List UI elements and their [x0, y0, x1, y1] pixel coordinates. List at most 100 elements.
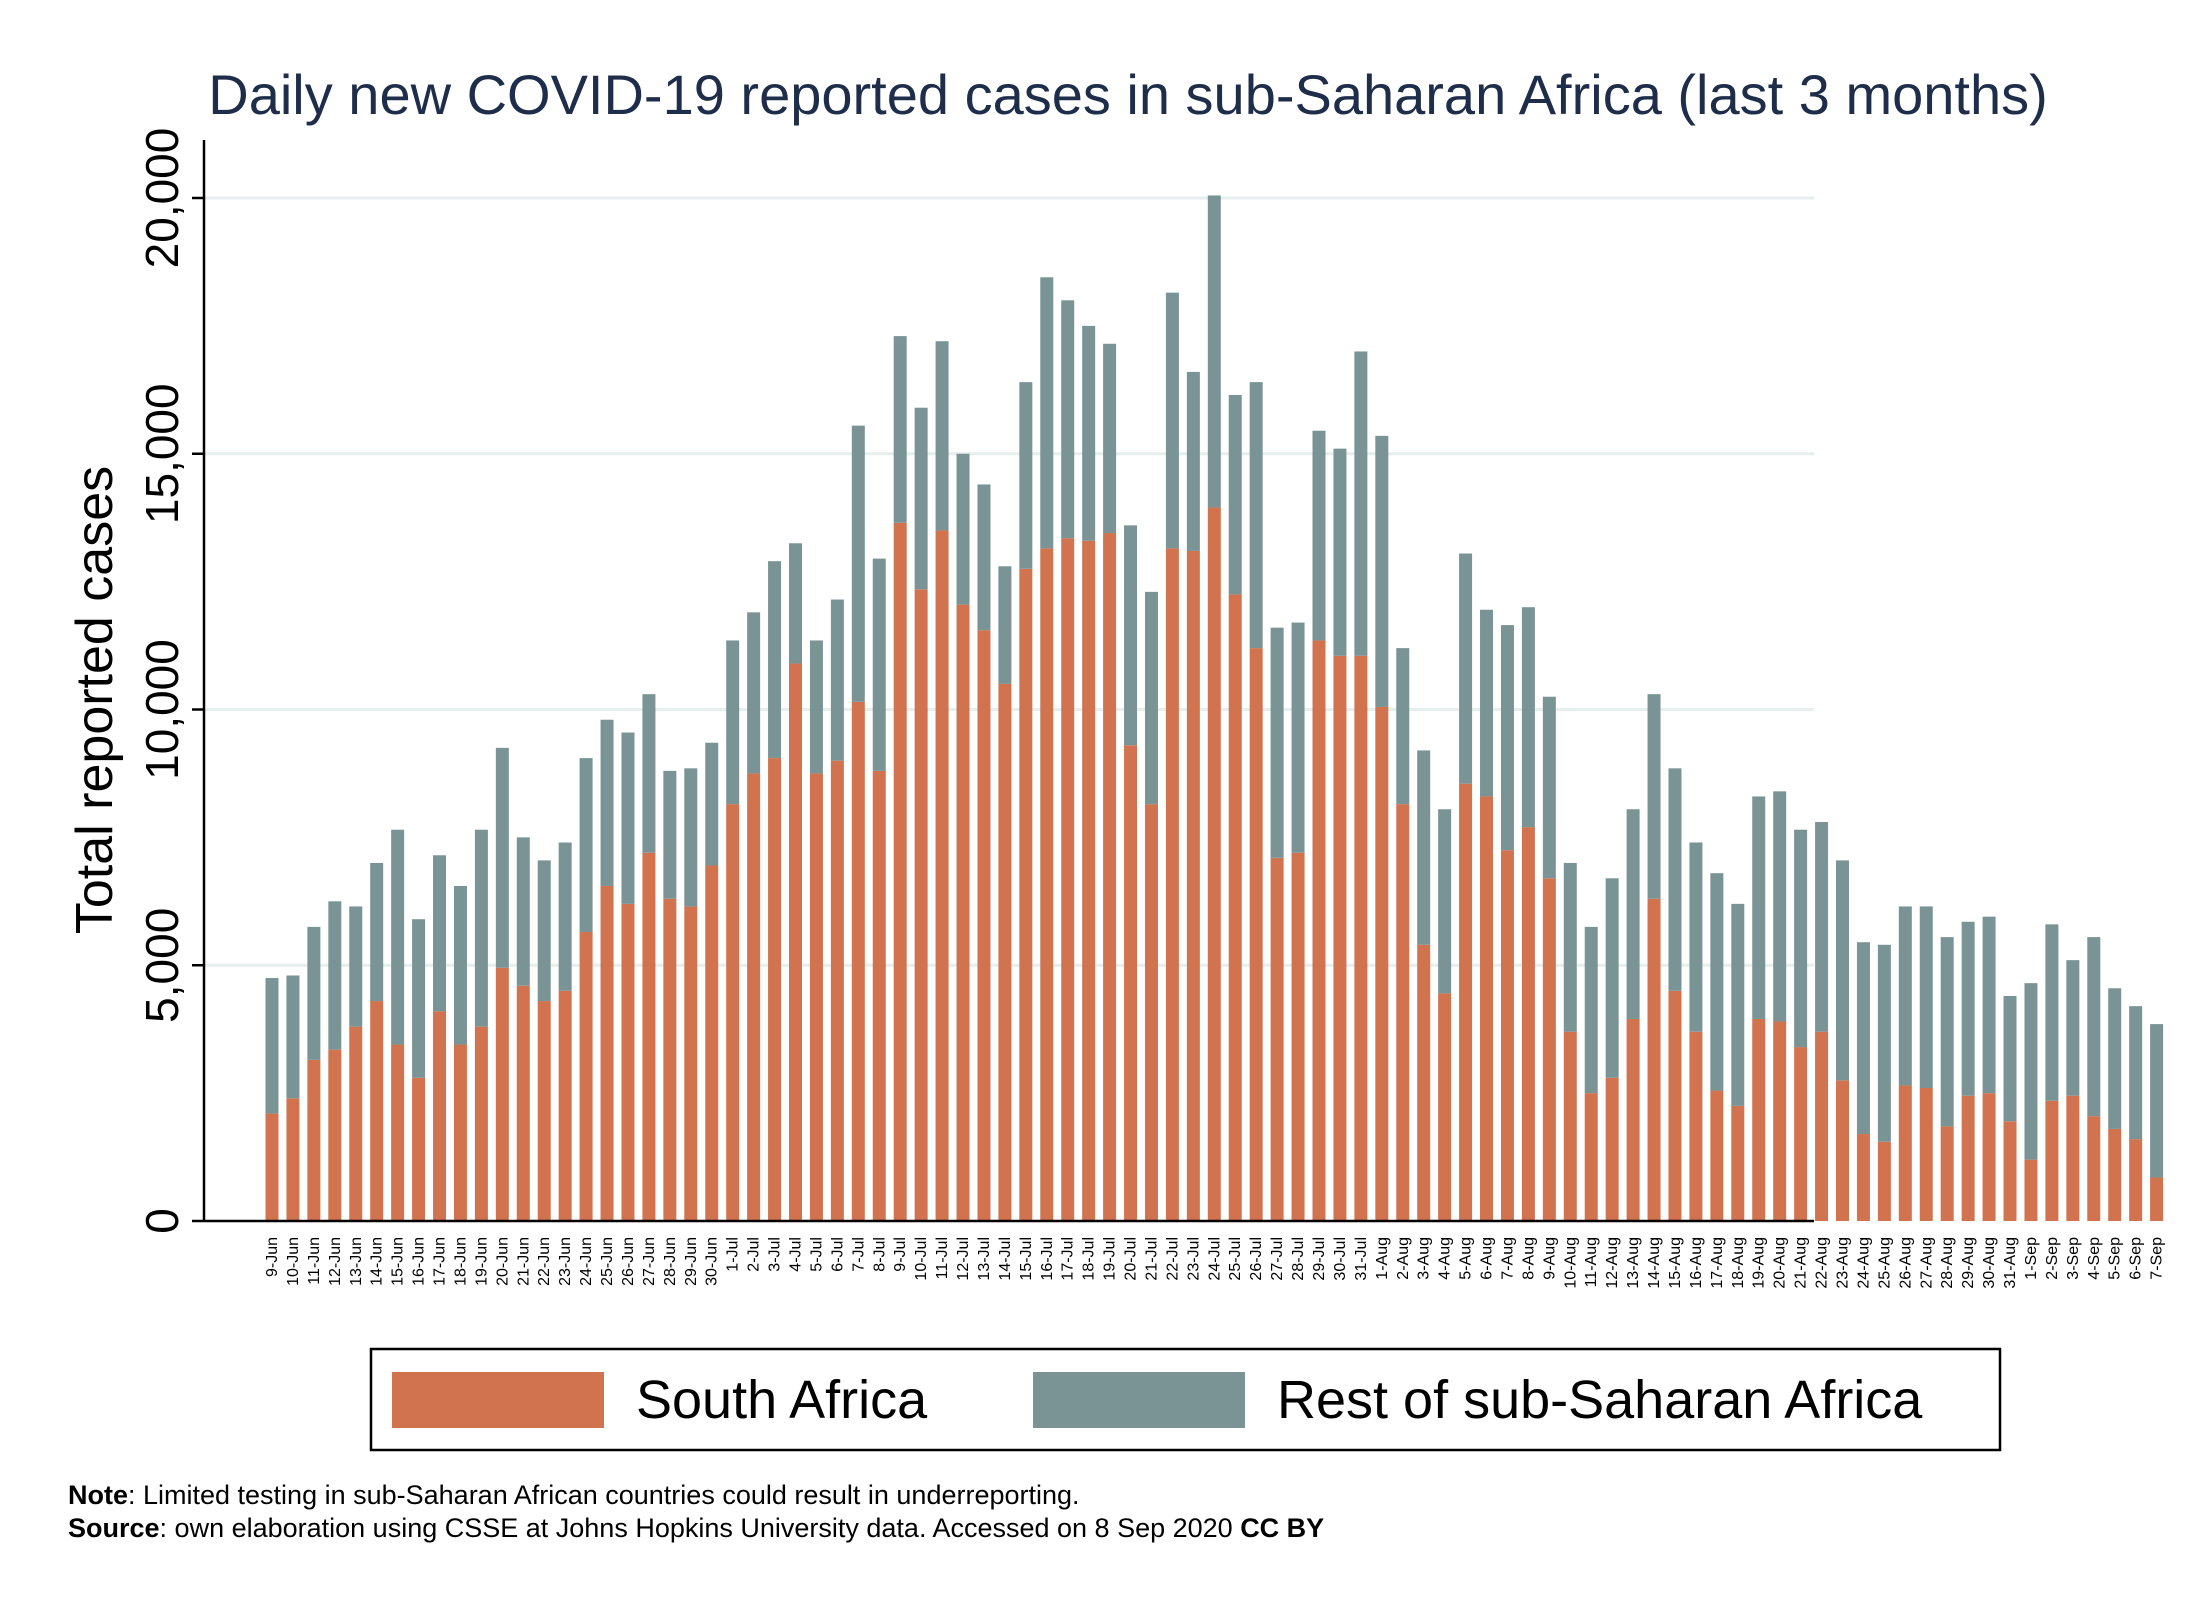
x-tick-label: 17-Jun [432, 1237, 449, 1286]
bar-south-africa [1794, 1047, 1808, 1221]
bar-rest-of-ssa [391, 829, 405, 1045]
bar-rest-of-ssa [830, 599, 844, 761]
bar-south-africa [516, 985, 530, 1221]
x-tick-label: 11-Jul [934, 1237, 951, 1279]
legend-swatch-south-africa [392, 1372, 604, 1428]
bar-south-africa [1710, 1090, 1724, 1221]
x-tick-label: 24-Jul [1206, 1237, 1223, 1281]
bar-rest-of-ssa [1877, 944, 1891, 1142]
x-tick-label: 2-Jul [746, 1237, 763, 1272]
bar-south-africa [1626, 1018, 1640, 1221]
x-tick-label: 8-Aug [1520, 1237, 1537, 1280]
bar-south-africa [537, 1001, 551, 1221]
bar-south-africa [1375, 706, 1389, 1221]
bar-south-africa [2003, 1121, 2017, 1221]
x-tick-label: 5-Aug [1458, 1237, 1475, 1280]
bar-rest-of-ssa [1961, 921, 1975, 1096]
bar-south-africa [1396, 804, 1410, 1221]
bar-south-africa [872, 770, 886, 1221]
x-tick-label: 14-Aug [1646, 1237, 1663, 1289]
bar-south-africa [1459, 783, 1473, 1221]
chart-title: Daily new COVID-19 reported cases in sub… [208, 63, 2047, 126]
bar-rest-of-ssa [1291, 622, 1305, 853]
x-tick-label: 9-Jun [264, 1237, 281, 1277]
bar-rest-of-ssa [474, 829, 488, 1027]
x-tick-label: 23-Aug [1835, 1237, 1852, 1289]
bar-south-africa [1228, 594, 1242, 1221]
bar-rest-of-ssa [1815, 822, 1829, 1032]
bar-rest-of-ssa [558, 842, 572, 991]
license-text: CC BY [1240, 1513, 1325, 1543]
bar-rest-of-ssa [2024, 983, 2038, 1160]
x-tick-label: 21-Aug [1793, 1237, 1810, 1289]
bar-rest-of-ssa [1898, 906, 1912, 1086]
bar-south-africa [286, 1098, 300, 1221]
x-tick-label: 3-Jul [767, 1237, 784, 1272]
bar-south-africa [956, 604, 970, 1221]
bar-south-africa [935, 530, 949, 1221]
bar-south-africa [1898, 1085, 1912, 1221]
bar-rest-of-ssa [2129, 1006, 2143, 1140]
bar-south-africa [1061, 538, 1075, 1221]
x-tick-label: 24-Aug [1855, 1237, 1872, 1289]
bar-south-africa [1856, 1134, 1870, 1221]
bar-south-africa [2108, 1128, 2122, 1221]
bar-rest-of-ssa [1647, 694, 1661, 899]
bar-south-africa [1207, 507, 1221, 1221]
x-tick-label: 4-Jul [788, 1237, 805, 1272]
bar-rest-of-ssa [1773, 791, 1787, 1022]
x-tick-label: 13-Jul [976, 1237, 993, 1281]
bar-south-africa [1144, 804, 1158, 1221]
x-tick-label: 3-Aug [1416, 1237, 1433, 1280]
bar-rest-of-ssa [1521, 607, 1535, 828]
x-axis: 9-Jun 10-Jun 11-Jun 12-Jun 13-Jun 14-Jun 15-Ju… [204, 1219, 2166, 1289]
bar-rest-of-ssa [872, 558, 886, 771]
bar-rest-of-ssa [1459, 553, 1473, 784]
bar-south-africa [433, 1011, 447, 1221]
bar-south-africa [1019, 568, 1033, 1221]
x-tick-label: 30-Jul [1332, 1237, 1349, 1281]
x-tick-label: 27-Aug [1918, 1237, 1935, 1289]
bar-rest-of-ssa [1689, 842, 1703, 1032]
bar-south-africa [1438, 993, 1452, 1221]
bar-south-africa [893, 522, 907, 1221]
bar-rest-of-ssa [1563, 862, 1577, 1032]
bar-south-africa [1647, 898, 1661, 1221]
x-tick-label: 4-Aug [1437, 1237, 1454, 1280]
bar-south-africa [1961, 1095, 1975, 1221]
x-tick-label: 17-Jul [1060, 1237, 1077, 1281]
bar-rest-of-ssa [286, 975, 300, 1099]
bar-south-africa [453, 1044, 467, 1221]
bar-rest-of-ssa [265, 978, 279, 1114]
bar-rest-of-ssa [998, 566, 1012, 684]
x-tick-label: 22-Jun [536, 1237, 553, 1286]
bar-south-africa [2066, 1095, 2080, 1221]
x-tick-label: 15-Jun [390, 1237, 407, 1286]
bar-south-africa [1165, 548, 1179, 1221]
bar-south-africa [747, 773, 761, 1221]
bar-south-africa [1249, 648, 1263, 1221]
bar-rest-of-ssa [1417, 750, 1431, 945]
x-tick-label: 9-Jul [892, 1237, 909, 1272]
x-tick-label: 30-Aug [1981, 1237, 1998, 1289]
bar-rest-of-ssa [1312, 430, 1326, 641]
bar-rest-of-ssa [1584, 926, 1598, 1094]
bar-south-africa [1312, 640, 1326, 1221]
bar-rest-of-ssa [768, 561, 782, 759]
bar-south-africa [600, 885, 614, 1221]
bar-south-africa [768, 758, 782, 1221]
bar-south-africa [1689, 1031, 1703, 1221]
bar-rest-of-ssa [1040, 277, 1054, 549]
note-label: Note [68, 1480, 128, 1510]
bars [265, 195, 2164, 1221]
bar-south-africa [2150, 1177, 2164, 1221]
bar-rest-of-ssa [1270, 627, 1284, 858]
x-tick-label: 6-Jul [829, 1237, 846, 1272]
bar-rest-of-ssa [433, 855, 447, 1012]
bar-rest-of-ssa [1480, 609, 1494, 797]
bar-rest-of-ssa [1438, 809, 1452, 994]
bar-south-africa [1752, 1018, 1766, 1221]
bar-south-africa [1124, 745, 1138, 1221]
bar-rest-of-ssa [1124, 525, 1138, 746]
x-tick-label: 25-Jul [1227, 1237, 1244, 1281]
